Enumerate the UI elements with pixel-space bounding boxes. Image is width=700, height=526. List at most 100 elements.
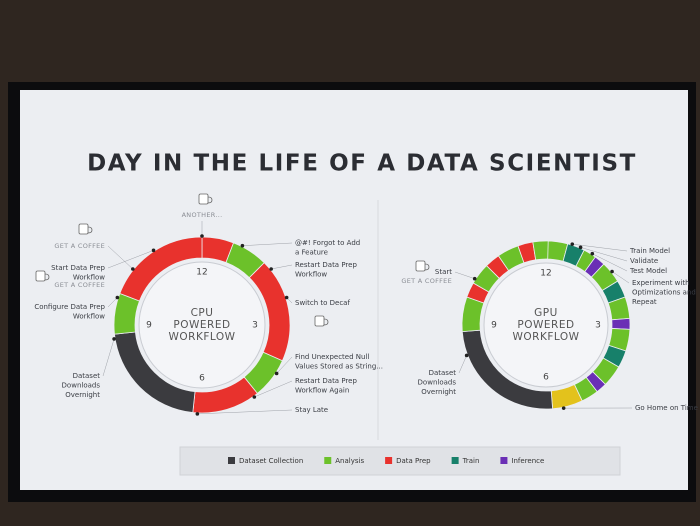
- leader-dot: [464, 353, 469, 358]
- legend-box: [179, 446, 621, 476]
- annotation: Configure Data Prep: [34, 303, 105, 311]
- annotation: Test Model: [629, 267, 667, 275]
- annotation: Dataset: [429, 369, 457, 377]
- legend-swatch: [451, 457, 459, 464]
- clock-tick-label: 6: [543, 373, 549, 383]
- annotation: Start Data Prep: [51, 264, 105, 272]
- legend-swatch: [228, 457, 235, 464]
- coffee-handle: [424, 263, 430, 271]
- legend-label: Train: [462, 457, 480, 465]
- annotation: Restart Data Prep: [295, 377, 357, 385]
- coffee-cup: [78, 223, 89, 235]
- leader-dot: [151, 248, 156, 253]
- annotation: Start: [435, 268, 452, 276]
- legend-label: Analysis: [335, 457, 364, 465]
- annotation: GET A COFFEE: [54, 281, 105, 289]
- leader-dot: [252, 395, 257, 399]
- leader-line: [271, 264, 293, 270]
- annotation: Values Stored as String...: [295, 363, 383, 371]
- leader-dot: [561, 406, 566, 410]
- clock-tick-label: 9: [146, 321, 152, 331]
- leader-line: [254, 380, 293, 398]
- legend-label: Inference: [511, 457, 544, 465]
- center-label: WORKFLOW: [513, 331, 580, 343]
- leader-line: [107, 245, 134, 270]
- title: DAY IN THE LIFE OF A DATA SCIENTIST: [87, 151, 637, 177]
- annotation: Train Model: [629, 247, 670, 255]
- legend-label: Data Prep: [396, 457, 431, 465]
- center-label: WORKFLOW: [169, 331, 236, 343]
- annotation: Dataset: [73, 372, 101, 380]
- annotation: Find Unexpected Null: [295, 353, 369, 361]
- leader-line: [276, 356, 293, 374]
- annotation: Stay Late: [295, 406, 328, 414]
- inner-ring: [483, 262, 609, 388]
- leader-line: [107, 250, 154, 269]
- clock-tick-label: 9: [491, 321, 497, 331]
- annotation: Overnight: [65, 391, 100, 399]
- leader-dot: [472, 276, 477, 281]
- annotation: @#! Forgot to Add: [295, 239, 360, 247]
- leader-line: [102, 338, 115, 377]
- donut-segment: [532, 240, 549, 261]
- annotation: Workflow: [73, 313, 105, 321]
- leader-dot: [590, 251, 595, 256]
- leader-dot: [610, 269, 614, 274]
- leader-dot: [269, 267, 273, 271]
- coffee-cup: [198, 193, 209, 205]
- annotation: Experiment with: [632, 279, 690, 287]
- annotation: GET A COFFEE: [401, 277, 452, 285]
- annotation: Workflow: [295, 271, 327, 279]
- annotation: Repeat: [632, 298, 657, 306]
- annotation: Validate: [630, 257, 658, 265]
- clock-tick-label: 6: [199, 374, 205, 384]
- leader-dot: [240, 243, 245, 248]
- coffee-cup: [35, 270, 46, 282]
- clock-tick-label: 3: [595, 321, 601, 331]
- leader-line: [580, 247, 628, 262]
- annotation: GET A COFFEE: [54, 242, 105, 250]
- coffee-handle: [44, 273, 50, 281]
- leader-line: [454, 271, 475, 279]
- leader-dot: [578, 245, 583, 250]
- leader-dot: [570, 242, 575, 246]
- leader-line: [458, 355, 467, 374]
- center-label: POWERED: [517, 319, 574, 331]
- annotation: Workflow: [73, 274, 105, 282]
- leader-line: [242, 242, 293, 246]
- leader-dot: [195, 412, 200, 416]
- annotation: Go Home on Time: [635, 404, 698, 412]
- leader-line: [611, 271, 630, 284]
- clock-tick-label: 12: [196, 268, 207, 278]
- coffee-cup: [415, 260, 426, 272]
- coffee-handle: [323, 318, 329, 326]
- leader-dot: [284, 295, 289, 300]
- clock-tick-label: 3: [252, 321, 258, 331]
- leader-dot: [112, 337, 116, 341]
- clock-tick-label: 12: [540, 269, 551, 279]
- leader-line: [107, 297, 118, 308]
- legend-swatch: [385, 457, 393, 464]
- center-label: POWERED: [173, 319, 230, 331]
- leader-line: [197, 409, 293, 415]
- annotation: a Feature: [295, 249, 328, 257]
- leader-dot: [200, 234, 204, 238]
- center-label: CPU: [191, 307, 214, 319]
- coffee-cup: [314, 315, 325, 327]
- legend-swatch: [324, 457, 332, 464]
- annotation: Switch to Decaf: [295, 299, 350, 307]
- inner-ring: [138, 261, 266, 389]
- leader-line: [592, 253, 628, 272]
- leader-line: [572, 243, 628, 252]
- leader-dot: [131, 267, 135, 271]
- annotation: Overnight: [421, 388, 456, 396]
- leader-dot: [115, 295, 120, 300]
- annotation: Optimizations and: [632, 289, 696, 297]
- coffee-handle: [207, 196, 213, 204]
- annotation: Downloads: [418, 379, 457, 387]
- annotation: Restart Data Prep: [295, 261, 357, 269]
- annotation: ANOTHER...: [182, 211, 223, 219]
- coffee-handle: [87, 226, 93, 234]
- legend-label: Dataset Collection: [239, 457, 303, 465]
